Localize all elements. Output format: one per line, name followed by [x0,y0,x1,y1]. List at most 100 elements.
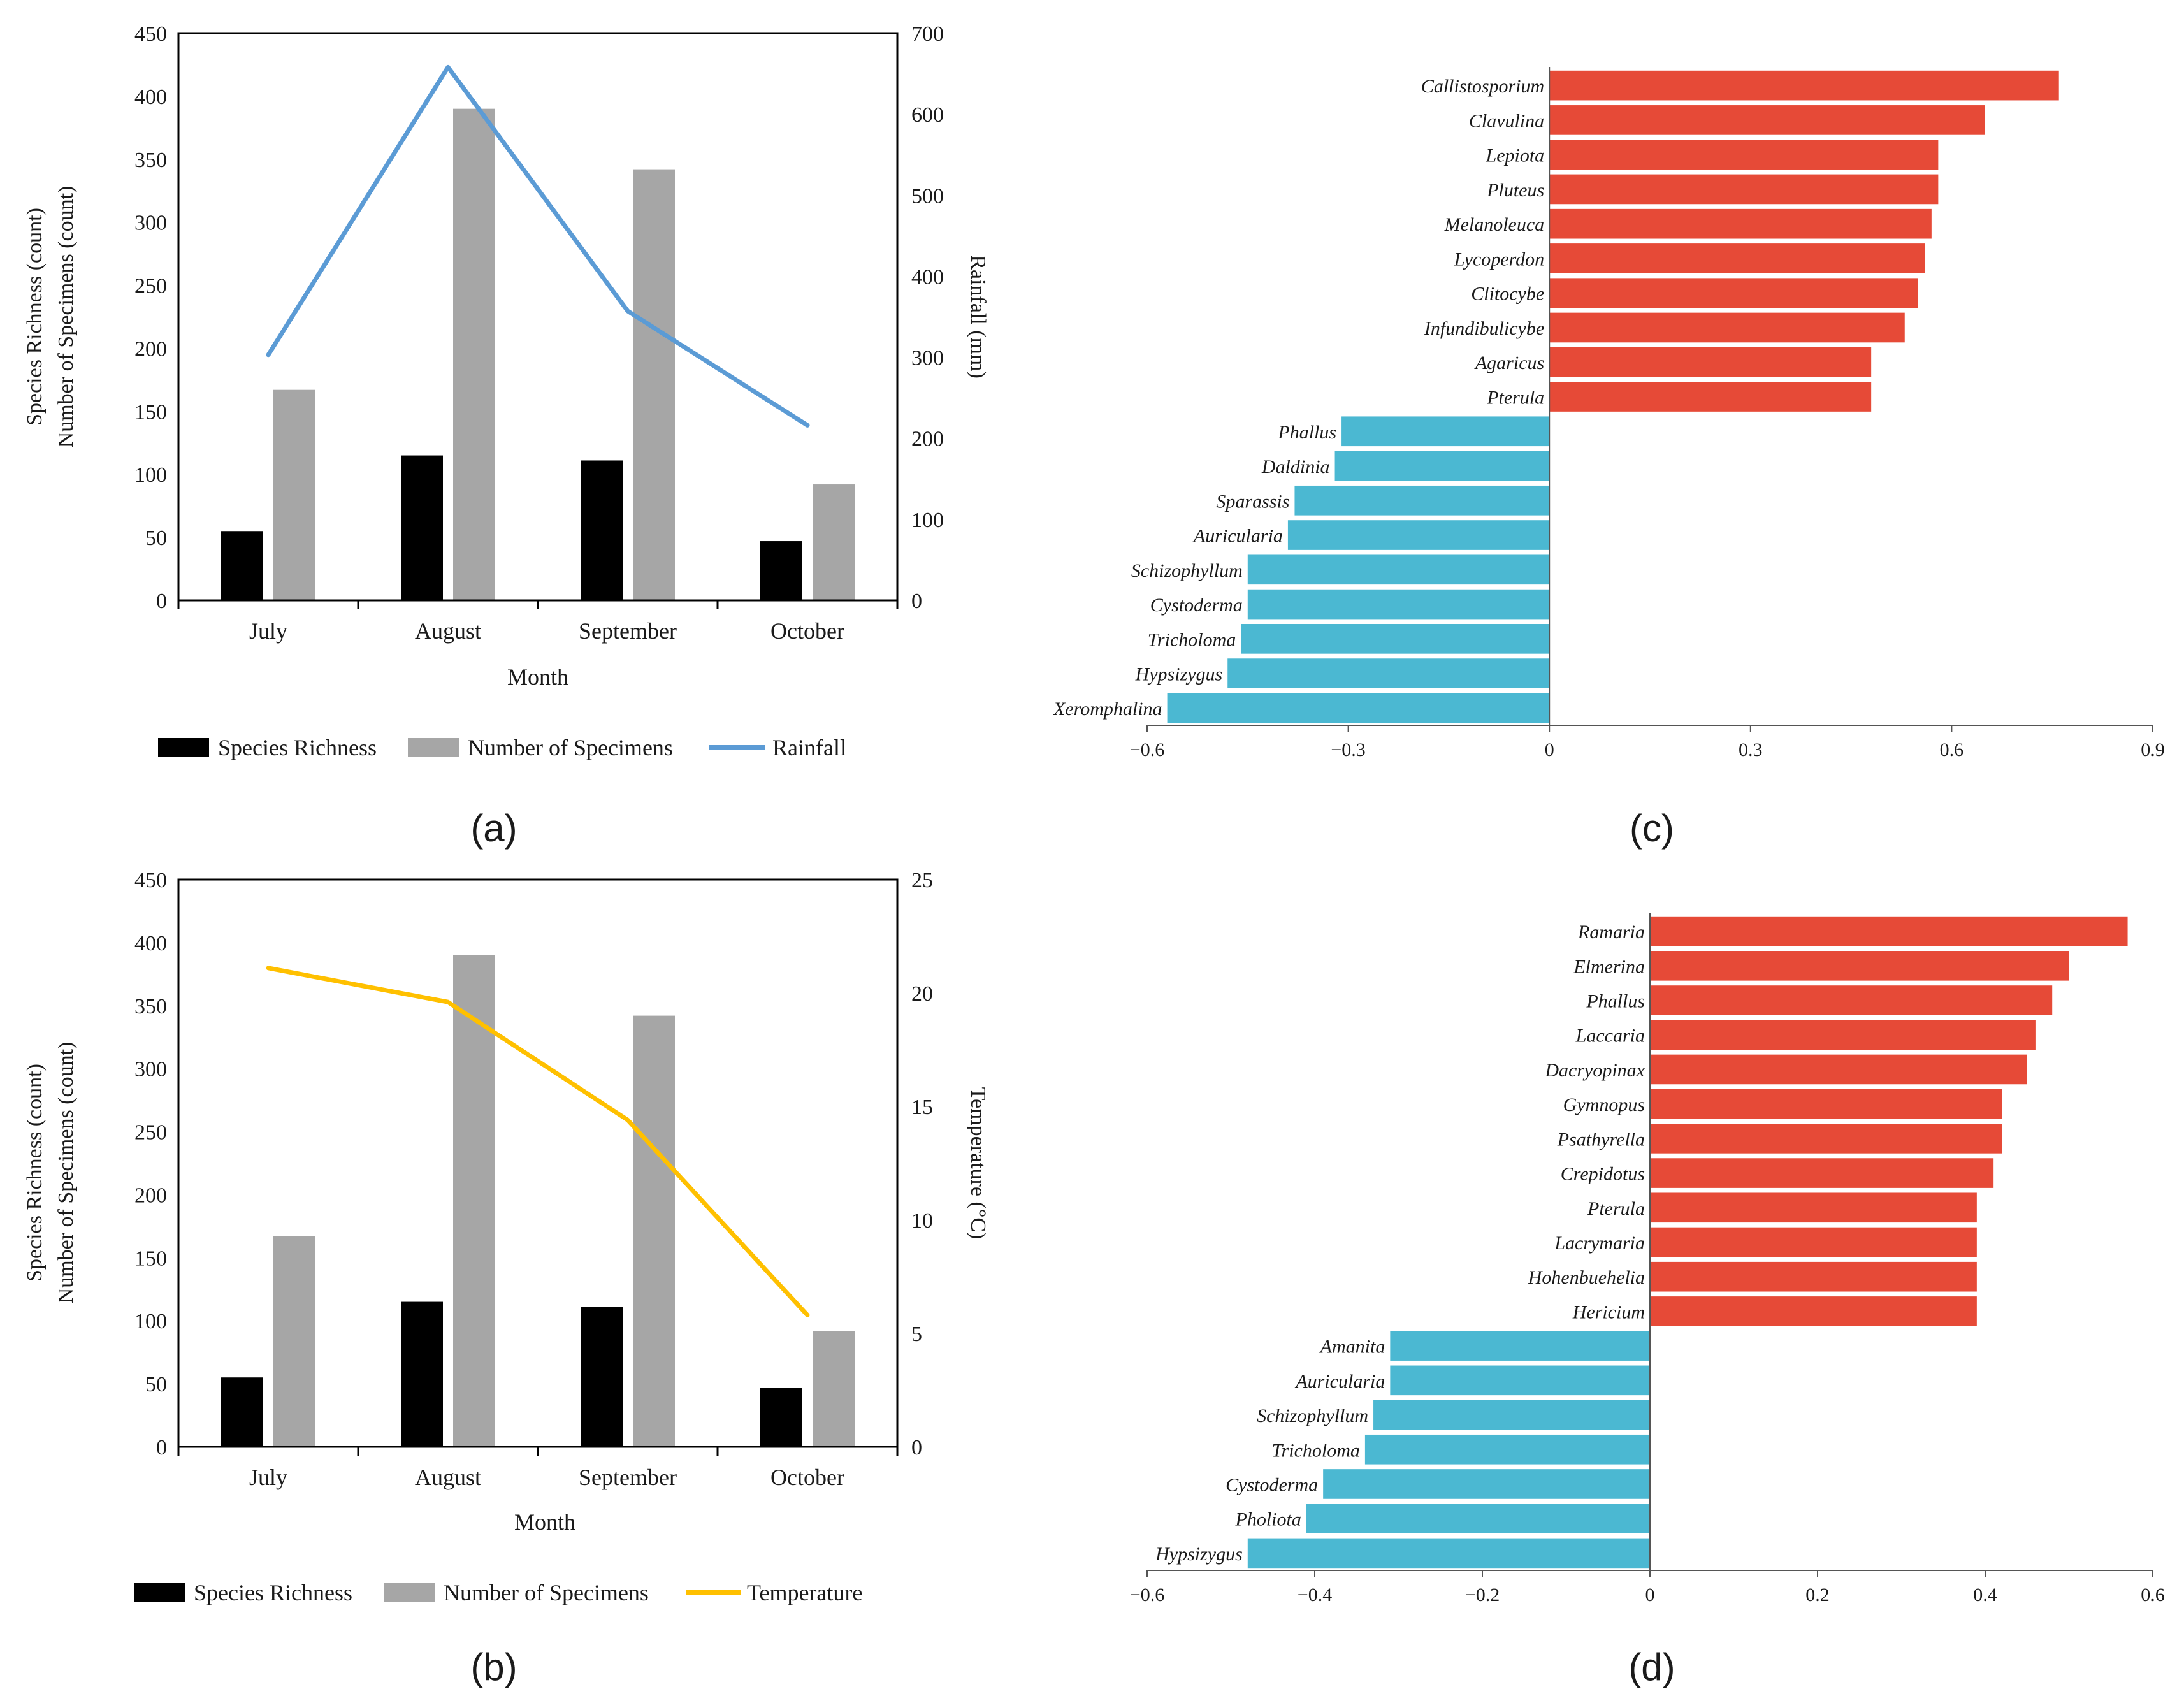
genus-label-crepidotus: Crepidotus [1561,1164,1645,1185]
legend-label-rainfall: Rainfall [772,735,846,760]
panel-d-x-axis: −0.6 −0.4 −0.2 0 0.2 0.4 0.6 [1130,913,2165,1605]
bar-hohenbuehelia [1650,1261,1977,1292]
genus-label-auricularia: Auricularia [1192,526,1283,547]
x-tick-label: 0 [1645,1584,1655,1605]
y-tick-label: 50 [145,1373,167,1396]
bar-auricularia [1287,520,1550,550]
bar-infundibulicybe [1549,312,1905,343]
bar-tricholoma [1364,1434,1650,1465]
bar-species-richness-july [221,1377,263,1447]
bar-pterula [1549,382,1872,412]
genus-label-clavulina: Clavulina [1469,110,1544,131]
bar-phallus [1341,416,1550,447]
bar-number-of-specimens-october [813,484,855,600]
panel-a-ylabel-line2: Number of Specimens (count) [54,186,78,448]
panel-a-right-axis-ticks: 0 100 200 300 400 500 600 700 [911,22,944,613]
bar-number-of-specimens-august [453,108,495,600]
bar-sparassis [1294,485,1550,516]
temperature-point-september [627,1119,628,1121]
genus-label-auricularia: Auricularia [1294,1371,1385,1392]
y-tick-label: 200 [134,1184,167,1207]
genus-label-tricholoma: Tricholoma [1272,1440,1360,1461]
panel-c-genus-labels: Callistosporium Clavulina Lepiota Pluteus Me… [1053,76,1544,720]
y2-tick-label: 25 [911,869,933,892]
y2-tick-label: 300 [911,347,944,370]
y-tick-label: 250 [134,1121,167,1145]
panel-b-y2label: Temperature (°C) [966,1087,990,1240]
bar-pholiota [1306,1504,1650,1533]
x-tick-label: −0.2 [1465,1584,1500,1605]
x-tick-label: August [415,1465,481,1490]
legend-label-specimens: Number of Specimens [444,1580,649,1605]
bar-number-of-specimens-october [813,1331,855,1447]
y-tick-label: 400 [134,85,167,109]
y-tick-label: 0 [156,590,167,613]
panel-b-ylabel-line1: Species Richness (count) [23,1064,47,1282]
panel-c-label: (c) [1630,807,1674,850]
panel-b-left-axis-ticks: 0 50 100 150 200 250 300 350 400 450 [134,869,167,1460]
rainfall-point-september [627,310,628,312]
genus-label-pluteus: Pluteus [1486,180,1544,201]
y2-tick-label: 600 [911,103,944,127]
panel-b-ylabel-line2: Number of Specimens (count) [54,1042,78,1304]
bar-species-richness-july [221,531,263,600]
bar-dacryopinax [1650,1054,2027,1085]
y2-tick-label: 20 [911,982,933,1006]
bar-species-richness-august [401,1301,443,1447]
genus-label-hypsizygus: Hypsizygus [1135,664,1223,685]
genus-label-tricholoma: Tricholoma [1148,629,1236,650]
panel-d-genus-labels: Ramaria Elmerina Phallus Laccaria Dacryopina… [1155,922,1645,1565]
bar-pterula [1650,1192,1977,1223]
bar-schizophyllum [1247,554,1550,585]
panel-b-xlabel: Month [514,1509,575,1535]
genus-label-elmerina: Elmerina [1573,956,1645,977]
genus-label-lepiota: Lepiota [1486,145,1545,166]
x-tick-label: October [770,618,844,644]
panel-b-bars [221,955,855,1447]
panel-b-label: (b) [470,1646,517,1688]
bar-species-richness-august [401,455,443,600]
temperature-point-july [268,967,269,969]
panel-a-bars [221,108,855,601]
y2-tick-label: 400 [911,265,944,289]
genus-label-pterula: Pterula [1486,388,1544,409]
genus-label-amanita: Amanita [1319,1337,1385,1358]
y-tick-label: 300 [134,212,167,235]
bar-melanoleuca [1549,208,1932,239]
bar-psathyrella [1650,1124,2002,1154]
bar-clitocybe [1549,278,1918,308]
bar-pluteus [1549,174,1939,205]
genus-label-phallus: Phallus [1277,422,1336,443]
panel-b-right-axis-ticks: 0 5 10 15 20 25 [911,869,933,1460]
x-tick-label: 0.3 [1739,739,1763,760]
bar-lycoperdon [1549,243,1925,273]
bar-cystoderma [1247,589,1550,620]
bar-crepidotus [1650,1158,1994,1188]
legend-label-specimens: Number of Specimens [468,735,673,760]
genus-label-hypsizygus: Hypsizygus [1155,1544,1243,1565]
panel-a-ylabel-line1: Species Richness (count) [23,208,47,426]
y2-tick-label: 0 [911,1436,922,1460]
panel-a-xlabel: Month [507,664,568,690]
y2-tick-label: 5 [911,1323,922,1346]
bar-number-of-specimens-august [453,955,495,1447]
panel-b-x-axis-ticks: July August September October [177,1447,899,1490]
y2-tick-label: 15 [911,1096,933,1119]
panel-a-line [266,64,810,428]
bar-hypsizygus [1227,658,1550,688]
x-tick-label: 0.4 [1973,1584,1997,1605]
legend-label-temperature: Temperature [747,1580,862,1605]
y2-tick-label: 200 [911,428,944,451]
y-tick-label: 0 [156,1436,167,1460]
x-tick-label: 0.6 [1940,739,1964,760]
bar-tricholoma [1241,624,1550,654]
y-tick-label: 150 [134,400,167,424]
genus-label-xeromphalina: Xeromphalina [1053,699,1162,720]
bar-callistosporium [1549,70,2059,101]
temperature-line [266,966,810,1318]
bar-agaricus [1549,347,1872,377]
legend-swatch-species-richness [158,738,209,757]
y2-tick-label: 500 [911,184,944,208]
bar-phallus [1650,985,2053,1015]
